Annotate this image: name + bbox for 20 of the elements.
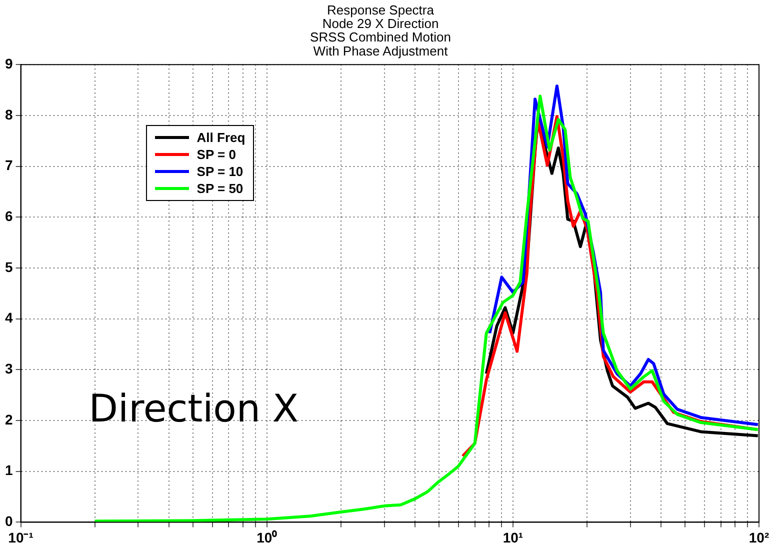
- chart-title: Response Spectra Node 29 X Direction SRSS Combined Motion With Phase Adjustment: [310, 2, 451, 58]
- legend-label: SP = 50: [196, 180, 244, 196]
- y-tick-label: 0: [4, 513, 13, 530]
- legend-label: SP = 10: [196, 164, 244, 179]
- annotation: Direction X: [88, 386, 299, 431]
- y-tick-label: 3: [4, 360, 13, 377]
- x-tick-label: 10²: [748, 529, 770, 546]
- y-tick-label: 2: [4, 411, 13, 428]
- y-tick-label: 9: [4, 55, 13, 72]
- y-tick-label: 5: [4, 258, 13, 275]
- legend-label: SP = 0: [196, 146, 236, 162]
- legend-label: All Freq: [196, 130, 246, 145]
- y-tick-label: 4: [4, 310, 13, 326]
- y-tick-label: 6: [4, 208, 13, 224]
- y-tick-label: 8: [4, 106, 13, 122]
- x-tick-label: 10⁰: [256, 529, 278, 546]
- x-tick-label: 10⁻¹: [8, 529, 34, 546]
- y-tick-label: 1: [4, 462, 13, 478]
- x-tick-label: 10¹: [502, 529, 524, 546]
- y-tick-label: 7: [4, 157, 13, 174]
